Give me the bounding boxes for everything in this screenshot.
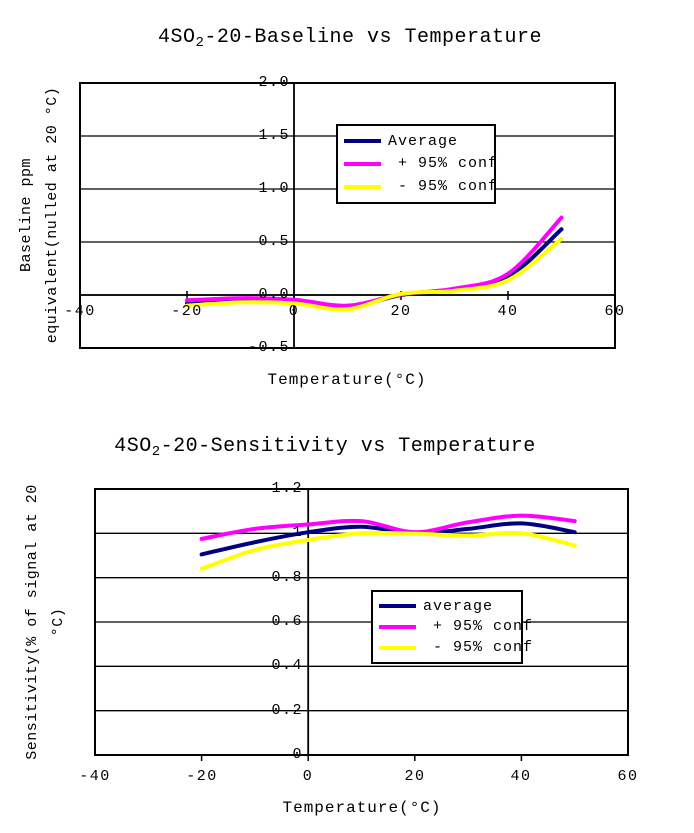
sensitivity-x-axis-title: Temperature(°C) — [282, 799, 442, 817]
plot-border — [94, 488, 629, 756]
x-tick-label: 60 — [617, 768, 639, 785]
title-text: 4SO — [158, 26, 196, 49]
y-axis-title-line2: °C) — [50, 607, 67, 637]
legend-item: - 95% conf — [379, 639, 532, 656]
legend-item-label: + 95% conf — [388, 155, 499, 173]
y-tick-label: 1.5 — [258, 127, 290, 144]
sensitivity-y-axis-title: Sensitivity(% of signal at 20 °C) — [20, 482, 72, 762]
title-subscript: 2 — [151, 444, 161, 460]
y-tick-label: 0 — [292, 746, 303, 763]
title-text-rest: -20-Baseline vs Temperature — [204, 26, 542, 49]
x-tick-label: -40 — [79, 768, 111, 785]
baseline-y-axis-title: Baseline ppm equivalent(nulled at 20 °C) — [14, 80, 66, 350]
legend-line-sample-icon — [344, 139, 381, 144]
legend-item-label: - 95% conf — [388, 178, 499, 196]
x-tick-label: 0 — [302, 768, 314, 785]
legend-item-label: - 95% conf — [423, 639, 534, 657]
y-tick-label: 0.5 — [258, 233, 290, 250]
y-tick-label: 0.4 — [271, 657, 303, 674]
x-tick-label: 0 — [288, 303, 300, 320]
x-tick-label: 40 — [497, 303, 519, 320]
legend-item: Average — [344, 133, 488, 150]
legend-line-sample-icon — [344, 184, 381, 189]
y-tick-label: 0.8 — [271, 569, 303, 586]
y-tick-label: 1 — [292, 524, 303, 541]
series-line-average — [199, 521, 577, 557]
x-tick-label: -40 — [64, 303, 96, 320]
x-tick-label: -20 — [186, 768, 218, 785]
legend-line-sample-icon — [379, 624, 416, 629]
baseline-x-axis-title: Temperature(°C) — [267, 371, 427, 389]
legend-item: + 95% conf — [344, 155, 497, 172]
legend-item-label: + 95% conf — [423, 618, 534, 636]
legend-item-label: average — [423, 597, 494, 615]
legend-line-sample-icon — [379, 645, 416, 650]
legend-item-label: Average — [388, 132, 459, 150]
y-tick-label: -0.5 — [247, 339, 290, 356]
title-subscript: 2 — [195, 35, 205, 51]
baseline-chart-title: 4SO2-20-Baseline vs Temperature — [30, 26, 670, 51]
y-tick-label: 1.0 — [258, 180, 290, 197]
y-tick-label: 0.2 — [271, 702, 303, 719]
plot-border — [79, 82, 616, 349]
title-text: 4SO — [114, 435, 152, 458]
series-line--95-conf — [185, 236, 564, 312]
sensitivity-legend: average + 95% conf - 95% conf — [371, 590, 532, 664]
legend-line-sample-icon — [379, 604, 416, 609]
y-tick-label: 0.6 — [271, 613, 303, 630]
y-axis-title-line1: Sensitivity(% of signal at 20 — [24, 484, 41, 760]
legend-line-sample-icon — [344, 161, 381, 166]
y-tick-label: 1.2 — [271, 480, 303, 497]
x-tick-label: 20 — [390, 303, 412, 320]
legend-item: + 95% conf — [379, 618, 532, 635]
legend-item: average — [379, 598, 515, 615]
x-tick-label: -20 — [171, 303, 203, 320]
series-line--95-conf — [199, 530, 577, 571]
x-tick-label: 20 — [404, 768, 426, 785]
x-tick-label: 40 — [510, 768, 532, 785]
title-text-rest: -20-Sensitivity vs Temperature — [160, 435, 536, 458]
x-tick-label: 60 — [604, 303, 626, 320]
series-line--95-conf — [199, 513, 577, 541]
y-axis-title-line2: equivalent(nulled at 20 °C) — [44, 86, 61, 344]
y-tick-label: 2.0 — [258, 74, 290, 91]
baseline-legend: Average + 95% conf - 95% conf — [336, 124, 497, 204]
y-tick-label: 0.0 — [258, 286, 290, 303]
y-axis-title-line1: Baseline ppm — [18, 157, 35, 273]
sensitivity-chart-title: 4SO2-20-Sensitivity vs Temperature — [0, 435, 650, 460]
legend-item: - 95% conf — [344, 178, 497, 195]
